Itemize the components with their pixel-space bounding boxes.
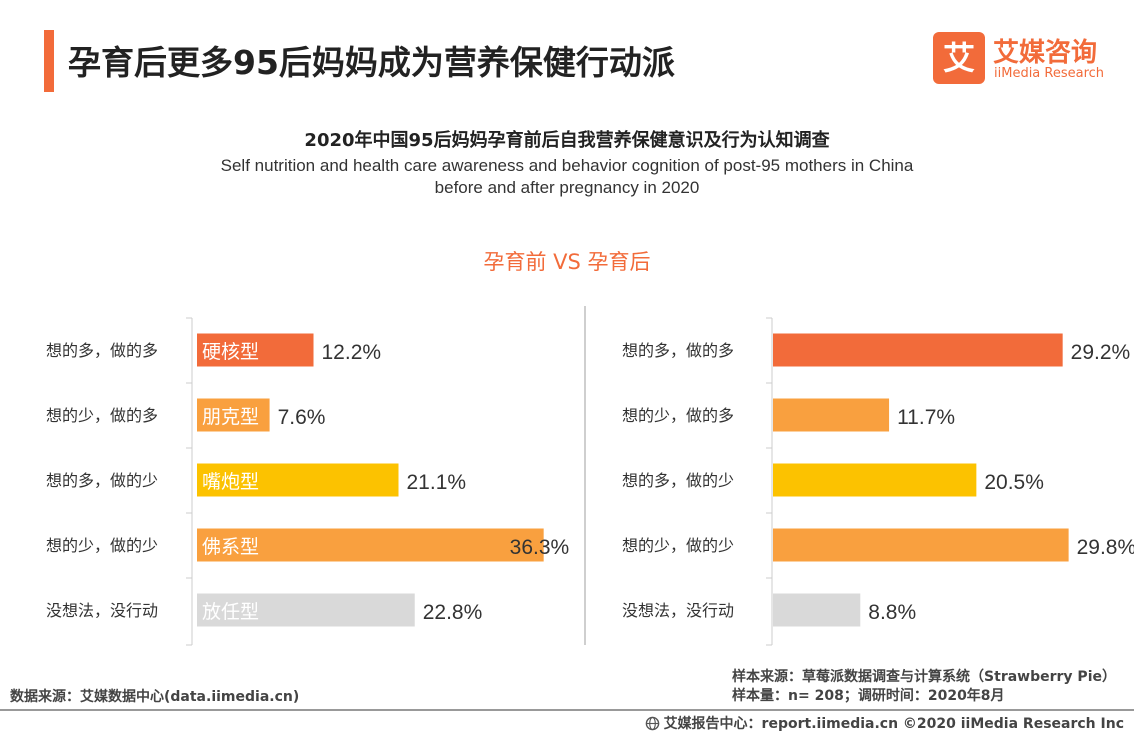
category-label: 想的少，做的多 bbox=[46, 406, 158, 425]
logo-name-en: iiMedia Research bbox=[994, 66, 1105, 81]
value-label: 7.6% bbox=[278, 406, 326, 429]
type-label: 朋克型 bbox=[202, 406, 259, 428]
comparison-label: 孕育前 VS 孕育后 bbox=[483, 250, 651, 274]
category-label: 想的少，做的少 bbox=[46, 536, 158, 555]
value-label: 36.3% bbox=[510, 536, 570, 559]
type-label: 硬核型 bbox=[202, 341, 259, 363]
sample-source: 样本来源：草莓派数据调查与计算系统（Strawberry Pie） bbox=[732, 669, 1116, 685]
value-label: 21.1% bbox=[407, 471, 467, 494]
value-label: 8.8% bbox=[868, 601, 916, 624]
bar-after-1 bbox=[773, 398, 890, 432]
value-label: 11.7% bbox=[897, 406, 955, 429]
type-label: 嘴炮型 bbox=[202, 471, 259, 493]
sample-info: 样本来源：草莓派数据调查与计算系统（Strawberry Pie） 样本量：n=… bbox=[732, 668, 1116, 706]
value-label: 22.8% bbox=[423, 601, 483, 624]
data-source: 数据来源：艾媒数据中心(data.iimedia.cn) bbox=[10, 689, 300, 705]
chart-title: 2020年中国95后妈妈孕育前后自我营养保健意识及行为认知调查 bbox=[304, 130, 830, 151]
category-label: 没想法，没行动 bbox=[622, 601, 734, 620]
footer-divider bbox=[0, 709, 1134, 711]
category-label: 想的少，做的少 bbox=[622, 536, 734, 555]
value-label: 12.2% bbox=[322, 341, 382, 364]
category-label: 想的多，做的多 bbox=[622, 341, 734, 360]
chart-subtitle: Self nutrition and health care awareness… bbox=[0, 155, 1134, 199]
brand-logo: 艾 艾媒咨询 iiMedia Research bbox=[933, 30, 1118, 86]
type-label: 放任型 bbox=[202, 601, 259, 623]
type-label: 佛系型 bbox=[202, 536, 259, 558]
bar-before-4 bbox=[197, 593, 415, 627]
category-label: 想的多，做的少 bbox=[622, 471, 734, 490]
bar-before-1 bbox=[197, 398, 270, 432]
bar-after-3 bbox=[773, 528, 1069, 562]
logo-mark: 艾 bbox=[933, 32, 985, 84]
sample-size: 样本量：n= 208；调研时间：2020年8月 bbox=[732, 688, 1005, 704]
category-label: 想的多，做的多 bbox=[46, 341, 158, 360]
category-label: 想的多，做的少 bbox=[46, 471, 158, 490]
bar-after-0 bbox=[773, 333, 1063, 367]
value-label: 29.2% bbox=[1071, 341, 1131, 364]
logo-mark-text: 艾 bbox=[942, 39, 975, 77]
copyright-text: 艾媒报告中心：report.iimedia.cn ©2020 iiMedia R… bbox=[663, 716, 1124, 732]
category-label: 想的少，做的多 bbox=[622, 406, 734, 425]
chart-subtitle-line1: Self nutrition and health care awareness… bbox=[220, 156, 914, 175]
logo-name-cn: 艾媒咨询 bbox=[993, 38, 1098, 68]
page-title: 孕育后更多95后妈妈成为营养保健行动派 bbox=[68, 43, 675, 82]
category-label: 没想法，没行动 bbox=[46, 601, 158, 620]
bar-after-2 bbox=[773, 463, 977, 497]
title-accent-bar bbox=[44, 30, 54, 92]
globe-icon bbox=[645, 716, 659, 730]
chart-subtitle-line2: before and after pregnancy in 2020 bbox=[434, 178, 700, 197]
value-label: 29.8% bbox=[1077, 536, 1134, 559]
value-label: 20.5% bbox=[984, 471, 1044, 494]
bar-before-0 bbox=[197, 333, 314, 367]
bar-after-4 bbox=[773, 593, 861, 627]
bar-before-3 bbox=[197, 528, 544, 562]
bar-before-2 bbox=[197, 463, 399, 497]
copyright: 艾媒报告中心：report.iimedia.cn ©2020 iiMedia R… bbox=[645, 713, 1124, 733]
